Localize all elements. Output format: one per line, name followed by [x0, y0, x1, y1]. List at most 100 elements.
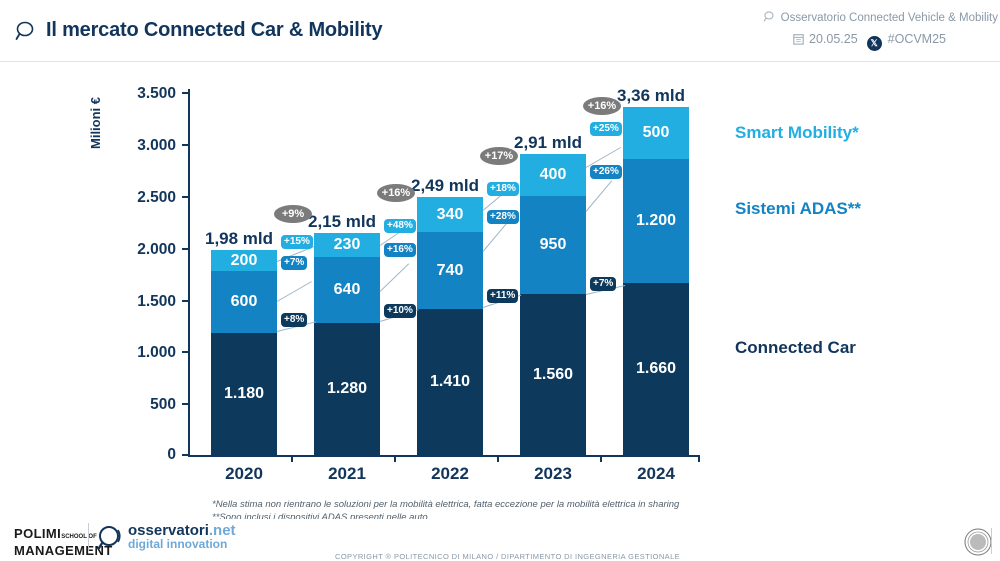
- x-tick-mark: [394, 455, 396, 462]
- bar-total-label-2022: 2,49 mld: [411, 176, 480, 195]
- y-axis-title: Milioni €: [88, 97, 103, 149]
- hashtag-label: #OCVM25: [887, 32, 946, 46]
- connector-line: [379, 263, 410, 292]
- y-tick-label: 2.000: [137, 241, 176, 258]
- bar-segment-adas-2021[interactable]: 640: [314, 257, 380, 323]
- y-tick-label: 500: [150, 396, 176, 413]
- growth-badge-smart-mobility-2022: +48%: [384, 219, 416, 233]
- y-tick-mark: [182, 196, 189, 198]
- bar-segment-adas-2024[interactable]: 1.200: [623, 159, 689, 283]
- growth-badge-smart-mobility-2023: +18%: [487, 182, 519, 196]
- x-tick-mark: [497, 455, 499, 462]
- growth-badge-connected-car-2023: +11%: [487, 289, 519, 303]
- growth-badge-total-2022: +16%: [377, 184, 415, 202]
- connector-line: [276, 281, 312, 302]
- growth-badge-smart-mobility-2024: +25%: [590, 122, 622, 136]
- growth-badge-total-2021: +9%: [274, 205, 312, 223]
- legend-item-connected-car: Connected Car: [735, 338, 856, 357]
- x-tick-label-2021: 2021: [328, 464, 366, 483]
- growth-badge-adas-2023: +28%: [487, 210, 519, 224]
- y-tick-mark: [182, 92, 189, 94]
- bar-segment-smart-mobility-2023[interactable]: 400: [520, 154, 586, 196]
- osservatori-tld: .net: [208, 522, 236, 539]
- polimi-line1: POLIMI: [14, 526, 62, 541]
- x-tick-mark: [698, 455, 700, 462]
- polimi-line2: MANAGEMENT: [14, 543, 113, 558]
- growth-badge-connected-car-2021: +8%: [281, 313, 308, 327]
- footer-divider-right: [991, 528, 992, 554]
- page-footer: POLIMISCHOOL OF MANAGEMENT osservatori.n…: [0, 519, 1000, 560]
- bar-segment-connected-car-2023[interactable]: 1.560: [520, 294, 586, 455]
- y-tick-mark: [182, 144, 189, 146]
- legend-item-smart-mobility: Smart Mobility*: [735, 123, 859, 142]
- bar-segment-adas-2020[interactable]: 600: [211, 271, 277, 333]
- y-tick-mark: [182, 403, 189, 405]
- growth-badge-smart-mobility-2021: +15%: [281, 235, 313, 249]
- bar-total-label-2024: 3,36 mld: [617, 86, 686, 105]
- y-tick-label: 3.500: [137, 85, 176, 102]
- bar-segment-connected-car-2021[interactable]: 1.280: [314, 323, 380, 455]
- y-tick-label: 0: [167, 446, 176, 463]
- growth-badge-total-2023: +17%: [480, 147, 518, 165]
- polimi-line1-small: SCHOOL OF: [61, 534, 97, 540]
- bar-segment-connected-car-2024[interactable]: 1.660: [623, 283, 689, 455]
- footnote-smart-mobility: *Nella stima non rientrano le soluzioni …: [212, 499, 680, 510]
- bar-segment-smart-mobility-2020[interactable]: 200: [211, 250, 277, 271]
- osservatori-tagline: digital innovation: [128, 537, 228, 551]
- bar-segment-smart-mobility-2024[interactable]: 500: [623, 107, 689, 159]
- hashtag-info: 𝕏 #OCVM25: [866, 32, 946, 51]
- bar-segment-connected-car-2020[interactable]: 1.180: [211, 333, 277, 455]
- y-tick-label: 1.500: [137, 293, 176, 310]
- politecnico-logo: POLITECNICO MILANO 1863: [964, 528, 992, 561]
- copyright-text: COPYRIGHT ® POLITECNICO DI MILANO / DIPA…: [335, 552, 681, 561]
- growth-badge-adas-2024: +26%: [590, 165, 622, 179]
- y-tick-mark: [182, 454, 189, 456]
- magnifier-icon: [14, 19, 38, 43]
- bar-segment-smart-mobility-2021[interactable]: 230: [314, 233, 380, 257]
- growth-badge-connected-car-2024: +7%: [590, 277, 617, 291]
- legend-item-adas: Sistemi ADAS**: [735, 199, 861, 218]
- polimi-logo: POLIMISCHOOL OF MANAGEMENT: [14, 527, 113, 557]
- growth-badge-total-2024: +16%: [583, 97, 621, 115]
- seal-icon: [964, 528, 992, 560]
- connector-line: [585, 180, 613, 212]
- stacked-bar-chart: Milioni € 3.500 3.000 2.500 2.000 1.500 …: [0, 61, 1000, 495]
- osservatori-name: osservatori: [128, 522, 209, 539]
- growth-badge-connected-car-2022: +10%: [384, 304, 416, 318]
- y-tick-mark: [182, 351, 189, 353]
- y-tick-mark: [182, 300, 189, 302]
- x-social-icon[interactable]: 𝕏: [866, 36, 882, 51]
- x-tick-label-2022: 2022: [431, 464, 469, 483]
- bar-segment-connected-car-2022[interactable]: 1.410: [417, 309, 483, 455]
- x-tick-label-2023: 2023: [534, 464, 572, 483]
- header-meta: Osservatorio Connected Vehicle & Mobilit…: [668, 10, 998, 54]
- page-header: Il mercato Connected Car & Mobility Osse…: [0, 0, 1000, 62]
- x-tick-mark: [291, 455, 293, 462]
- y-tick-label: 3.000: [137, 137, 176, 154]
- x-axis-line: [188, 455, 700, 457]
- bar-segment-adas-2022[interactable]: 740: [417, 232, 483, 309]
- bar-total-label-2021: 2,15 mld: [308, 212, 377, 231]
- y-tick-label: 1.000: [137, 344, 176, 361]
- connector-line: [482, 220, 510, 252]
- y-tick-mark: [182, 248, 189, 250]
- osservatori-logo: osservatori.net digital innovation: [128, 522, 236, 551]
- magnifier-icon: [763, 10, 776, 26]
- observatory-label: Osservatorio Connected Vehicle & Mobilit…: [780, 12, 998, 24]
- bar-segment-smart-mobility-2022[interactable]: 340: [417, 197, 483, 232]
- x-tick-label-2024: 2024: [637, 464, 675, 483]
- bar-segment-adas-2023[interactable]: 950: [520, 196, 586, 294]
- page-title: Il mercato Connected Car & Mobility: [46, 19, 383, 41]
- y-tick-label: 2.500: [137, 189, 176, 206]
- date-label: 20.05.25: [809, 32, 858, 46]
- y-axis-line: [188, 89, 190, 457]
- observatory-info: Osservatorio Connected Vehicle & Mobilit…: [763, 10, 998, 26]
- bar-total-label-2020: 1,98 mld: [205, 229, 274, 248]
- magnifier-icon: [96, 524, 124, 557]
- x-tick-mark: [600, 455, 602, 462]
- calendar-icon: [793, 33, 804, 48]
- event-date: 20.05.25: [793, 32, 858, 48]
- footer-divider: [88, 523, 89, 551]
- growth-badge-adas-2022: +16%: [384, 243, 416, 257]
- x-tick-label-2020: 2020: [225, 464, 263, 483]
